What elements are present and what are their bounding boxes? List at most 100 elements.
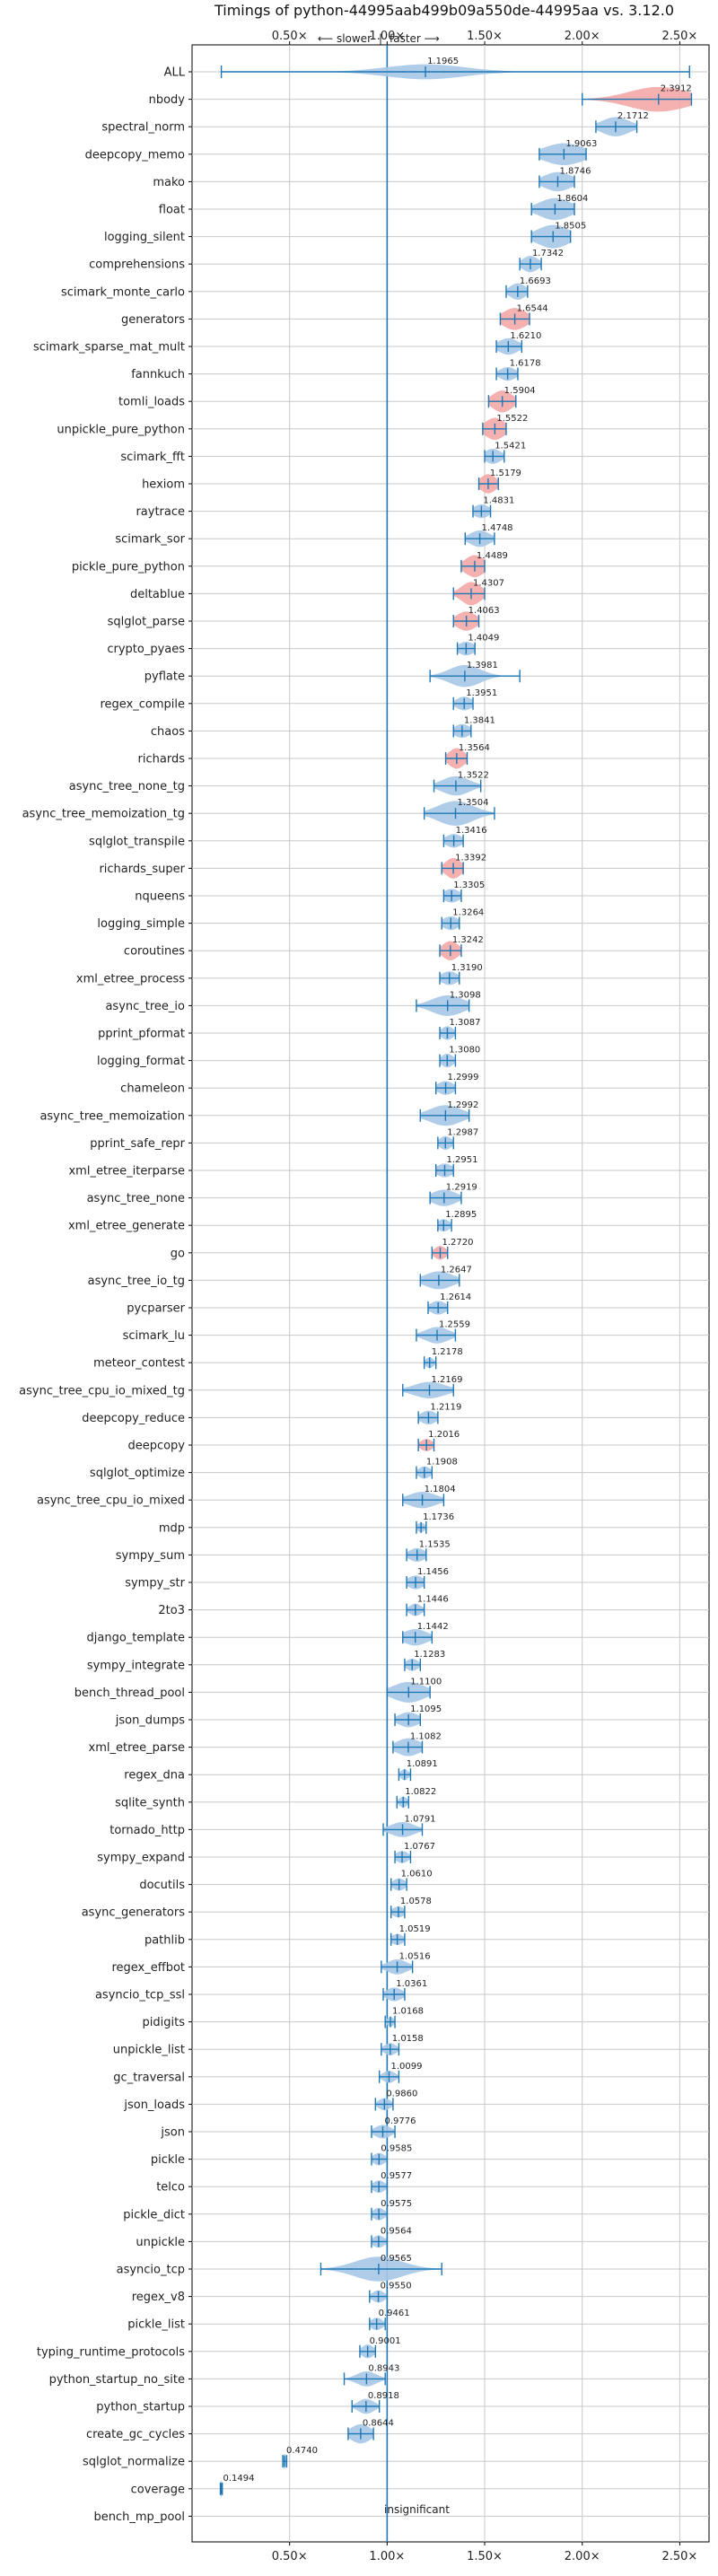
benchmark-label: nbody — [149, 93, 186, 107]
plot-frame — [191, 44, 710, 2543]
benchmark-label: unpickle_pure_python — [57, 423, 185, 436]
value-label: 0.9565 — [381, 2254, 412, 2264]
value-label: 1.0767 — [404, 1842, 435, 1852]
x-tick-label-top: 0.50× — [272, 30, 308, 43]
benchmark-label: regex_compile — [100, 697, 185, 711]
value-label: 1.3416 — [456, 826, 487, 836]
benchmark-label: float — [159, 204, 185, 217]
benchmark-label: async_tree_cpu_io_mixed_tg — [19, 1384, 185, 1398]
benchmark-label: 2to3 — [158, 1604, 185, 1617]
value-label: 1.3190 — [451, 963, 483, 973]
value-label: 1.3504 — [458, 798, 489, 808]
value-label: 0.8943 — [368, 2363, 399, 2373]
benchmark-label: create_gc_cycles — [86, 2428, 185, 2441]
x-tick-label-top: 1.50× — [467, 30, 503, 43]
value-label: 0.9577 — [381, 2171, 412, 2181]
direction-separator: | — [379, 32, 382, 45]
benchmark-label: coroutines — [124, 945, 185, 959]
benchmark-label: asyncio_tcp_ssl — [95, 1989, 185, 2002]
value-label: 2.3912 — [661, 84, 692, 94]
value-label: 1.3087 — [449, 1018, 480, 1028]
value-label: 1.2951 — [447, 1155, 478, 1165]
benchmark-label: logging_simple — [97, 917, 185, 931]
value-label: 1.2119 — [430, 1402, 461, 1412]
value-label: 1.0610 — [401, 1870, 433, 1879]
benchmark-label: pathlib — [144, 1933, 185, 1947]
value-label: 1.2614 — [440, 1292, 471, 1302]
benchmark-label: xml_etree_parse — [89, 1741, 185, 1755]
value-label: 1.1082 — [410, 1732, 442, 1742]
benchmark-label: json_dumps — [115, 1714, 185, 1728]
benchmark-label: coverage — [131, 2483, 185, 2496]
value-label: 1.2016 — [428, 1430, 460, 1440]
benchmark-label: richards — [138, 753, 186, 767]
benchmark-label: async_tree_memoization_tg — [22, 808, 185, 821]
value-label: 1.3392 — [455, 853, 486, 863]
value-label: 0.9564 — [381, 2226, 412, 2236]
benchmark-label: unpickle — [136, 2236, 185, 2249]
benchmark-label: pycparser — [127, 1302, 185, 1316]
benchmark-label: crypto_pyaes — [107, 643, 185, 656]
benchmark-label: asyncio_tcp — [117, 2264, 185, 2277]
value-label: 1.9063 — [565, 139, 597, 149]
benchmark-label: django_template — [87, 1632, 185, 1645]
value-label: 1.4489 — [477, 551, 508, 561]
benchmark-label: docutils — [139, 1879, 185, 1892]
benchmark-label: ALL — [164, 66, 186, 80]
benchmark-label: xml_etree_iterparse — [68, 1165, 185, 1178]
value-label: 1.3522 — [458, 771, 489, 781]
benchmark-label: python_startup — [96, 2401, 185, 2414]
x-tick-label-bottom: 2.50× — [661, 2550, 697, 2563]
benchmark-label: regex_effbot — [111, 1961, 185, 1975]
value-label: 1.2559 — [439, 1320, 470, 1330]
benchmark-label: deltablue — [130, 588, 185, 601]
value-label: 0.1494 — [223, 2474, 254, 2484]
value-label: 1.1736 — [423, 1512, 454, 1522]
value-label: 1.7342 — [532, 249, 564, 258]
value-label: 1.5179 — [490, 469, 521, 478]
value-label: 1.1535 — [419, 1539, 451, 1549]
benchmark-label: pprint_pformat — [98, 1028, 185, 1041]
value-label: 1.8604 — [556, 194, 588, 204]
benchmark-label: mako — [153, 176, 185, 189]
value-label: 1.0791 — [405, 1814, 436, 1824]
value-label: 1.2178 — [432, 1347, 463, 1357]
benchmark-label: fannkuch — [131, 368, 185, 381]
x-tick-label-bottom: 1.00× — [369, 2550, 405, 2563]
value-label: 0.9585 — [381, 2144, 412, 2154]
benchmark-label: go — [171, 1247, 185, 1260]
benchmark-label: hexiom — [142, 478, 185, 492]
value-label: 1.4307 — [473, 578, 504, 588]
value-label: 0.9550 — [381, 2282, 412, 2291]
value-label: 1.4049 — [468, 634, 499, 644]
value-label: 1.4831 — [483, 496, 514, 506]
faster-label: faster ⟶ — [390, 32, 440, 45]
benchmark-label: sqlglot_parse — [108, 616, 185, 629]
benchmark-label: scimark_fft — [120, 451, 185, 464]
value-label: 1.3098 — [450, 990, 481, 1000]
benchmark-label: json — [160, 2126, 185, 2140]
value-label: 1.0822 — [405, 1787, 436, 1797]
benchmark-label: python_startup_no_site — [49, 2373, 185, 2387]
benchmark-label: scimark_lu — [123, 1329, 185, 1343]
benchmark-label: async_tree_memoization — [39, 1109, 185, 1123]
x-tick-label-bottom: 0.50× — [272, 2550, 308, 2563]
value-label: 1.3564 — [459, 743, 490, 753]
value-label: 1.2999 — [448, 1073, 479, 1082]
benchmark-label: scimark_sparse_mat_mult — [33, 341, 185, 355]
value-label: 1.3080 — [449, 1046, 480, 1056]
benchmark-label: pidigits — [143, 2016, 186, 2029]
value-label: 1.1446 — [417, 1595, 449, 1605]
value-label: 1.2919 — [446, 1183, 477, 1193]
benchmark-label: sqlite_synth — [115, 1796, 185, 1809]
benchmark-label: deepcopy_memo — [85, 148, 185, 162]
benchmark-label: sympy_sum — [116, 1549, 185, 1563]
benchmark-label: sympy_str — [125, 1577, 185, 1590]
value-label: 1.3305 — [453, 881, 485, 890]
benchmark-label: deepcopy_reduce — [82, 1412, 185, 1425]
benchmark-label: sqlglot_normalize — [83, 2456, 185, 2469]
benchmark-label: async_tree_none — [87, 1192, 185, 1205]
value-label: 0.9461 — [379, 2309, 410, 2318]
value-label: 1.2720 — [442, 1238, 473, 1248]
